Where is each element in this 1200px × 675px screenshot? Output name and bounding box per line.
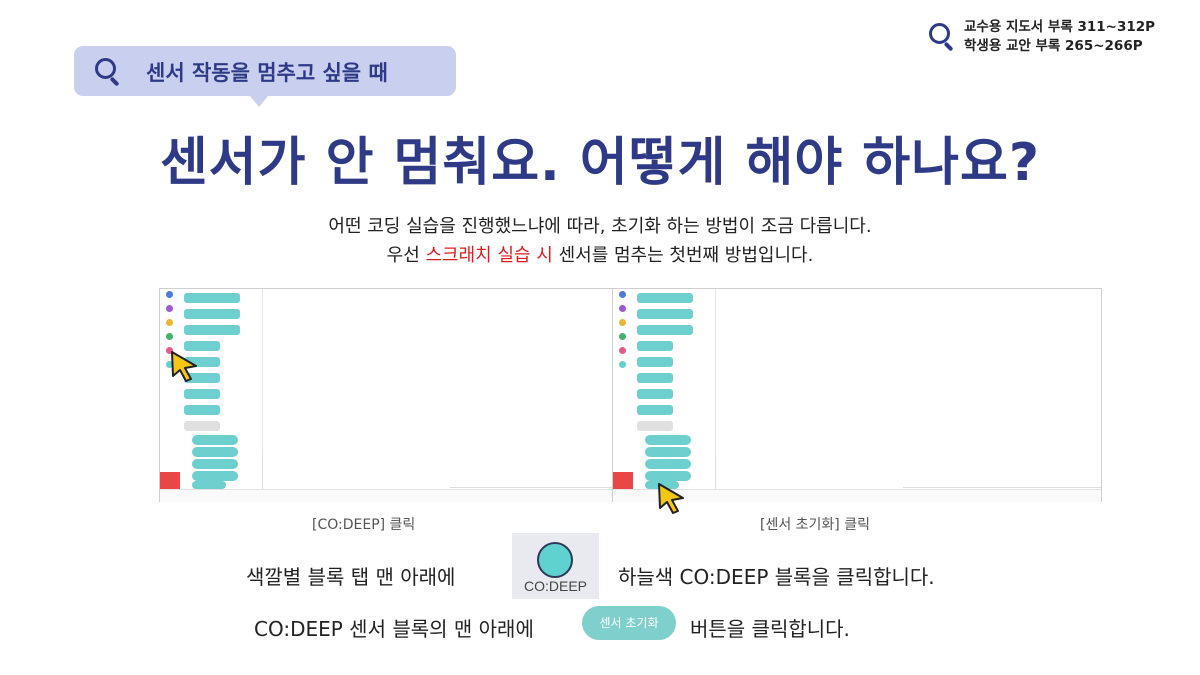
status-bar — [613, 489, 1101, 502]
student-guide-reference: 학생용 교안 부록 265~266P — [964, 38, 1143, 54]
codeep-tile-label: CO:DEEP — [523, 578, 587, 594]
screenshot-codeep-click — [159, 288, 649, 502]
page-title: 센서가 안 멈춰요. 어떻게 해야 하나요? — [159, 133, 1041, 193]
category-rail — [160, 289, 180, 489]
screenshot-caption-left: [CO:DEEP] 클릭 — [312, 517, 416, 533]
status-bar — [160, 489, 648, 502]
block-palette — [633, 289, 716, 489]
pointer-cursor-icon — [658, 483, 684, 514]
topic-bubble: 센서 작동을 멈추고 싶을 때 — [74, 46, 456, 107]
subtitle-line-2: 우선 스크래치 실습 시 센서를 멈추는 첫번째 방법입니다. — [386, 245, 814, 266]
codeep-circle-icon — [537, 542, 573, 578]
sensor-reset-button[interactable]: 센서 초기화 — [582, 606, 676, 640]
instruction-row-2-start: CO:DEEP 센서 블록의 맨 아래에 — [254, 617, 534, 641]
subtitle-highlight: 스크래치 실습 시 — [425, 245, 553, 266]
reference-box: 교수용 지도서 부록 311~312P 학생용 교안 부록 265~266P — [928, 18, 1155, 56]
block-palette — [180, 289, 263, 489]
stop-area — [160, 472, 180, 491]
category-rail — [613, 289, 633, 489]
instruction-row-2-end: 버튼을 클릭합니다. — [690, 617, 850, 641]
search-icon — [94, 57, 122, 87]
pointer-cursor-icon — [171, 351, 197, 382]
instruction-row-1-end: 하늘색 CO:DEEP 블록을 클릭합니다. — [618, 565, 935, 589]
search-icon — [928, 22, 956, 52]
codeep-block-tile[interactable]: CO:DEEP — [512, 533, 599, 599]
teacher-guide-reference: 교수용 지도서 부록 311~312P — [964, 19, 1156, 35]
topic-label: 센서 작동을 멈추고 싶을 때 — [146, 61, 388, 85]
screenshot-reset-click — [612, 288, 1102, 514]
screenshot-caption-right: [센서 초기화] 클릭 — [760, 517, 870, 533]
stop-area — [613, 472, 633, 491]
subtitle-line-1: 어떤 코딩 실습을 진행했느냐에 따라, 초기화 하는 방법이 조금 다릅니다. — [328, 216, 872, 237]
instruction-row-1-start: 색깔별 블록 탭 맨 아래에 — [246, 565, 456, 589]
